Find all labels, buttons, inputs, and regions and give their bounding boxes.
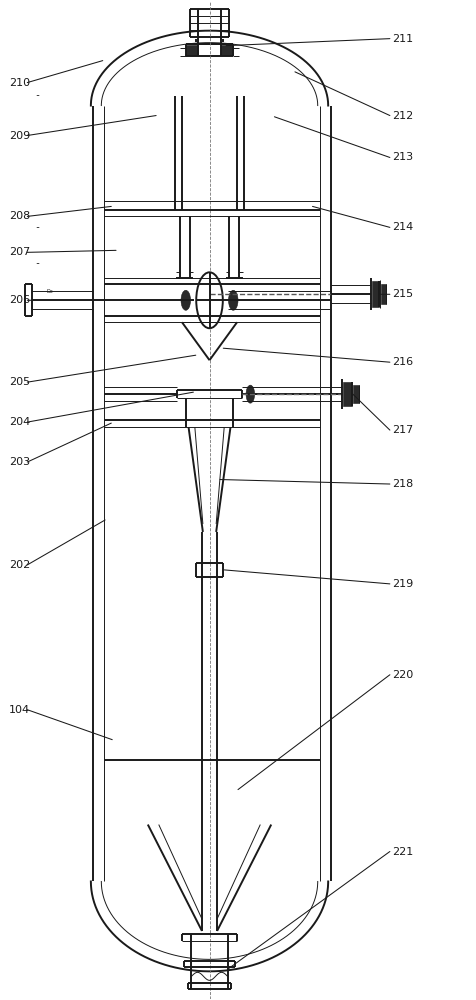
Bar [186, 45, 198, 55]
Text: 216: 216 [392, 357, 413, 367]
Text: 208: 208 [9, 211, 30, 221]
Text: -: - [30, 90, 40, 100]
Text: 211: 211 [392, 34, 413, 44]
Text: 213: 213 [392, 152, 413, 162]
Text: Do: Do [47, 289, 53, 294]
Bar [343, 382, 352, 406]
Text: 215: 215 [392, 289, 413, 299]
Text: 210: 210 [9, 78, 30, 88]
Text: 218: 218 [392, 479, 414, 489]
Circle shape [228, 290, 238, 310]
Bar [353, 385, 358, 403]
Text: 104: 104 [9, 705, 30, 715]
Text: -: - [30, 222, 40, 232]
Circle shape [181, 290, 190, 310]
Text: 217: 217 [392, 425, 414, 435]
Text: 209: 209 [9, 131, 30, 141]
Text: 204: 204 [9, 417, 30, 427]
Text: 219: 219 [392, 579, 414, 589]
Circle shape [246, 385, 255, 403]
Text: 206: 206 [9, 295, 30, 305]
Bar [221, 45, 233, 55]
Text: 212: 212 [392, 111, 414, 121]
Bar [381, 284, 386, 304]
Bar [372, 281, 379, 307]
Text: 205: 205 [9, 377, 30, 387]
Text: 203: 203 [9, 457, 30, 467]
Text: 221: 221 [392, 847, 414, 857]
Text: -: - [30, 258, 40, 268]
Text: 202: 202 [9, 560, 30, 570]
Text: 214: 214 [392, 222, 414, 232]
Text: 207: 207 [9, 247, 30, 257]
Text: 220: 220 [392, 670, 414, 680]
